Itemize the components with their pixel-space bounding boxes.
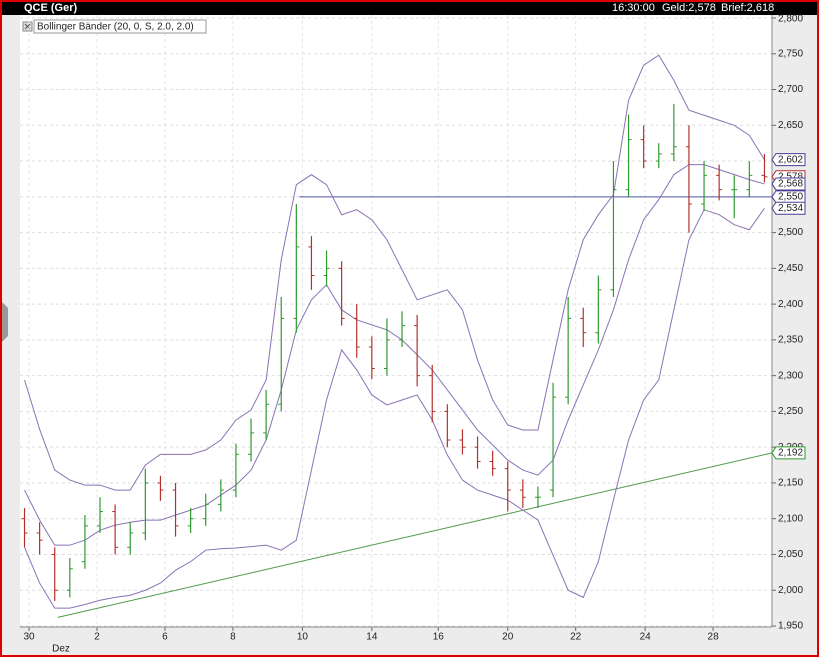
x-tick-label: 2 bbox=[94, 632, 100, 643]
info-time: 16:30:00 bbox=[612, 2, 655, 14]
chart-title: QCE (Ger) bbox=[24, 2, 78, 14]
x-tick-label: 14 bbox=[366, 632, 378, 643]
x-tick-label: 20 bbox=[502, 632, 514, 643]
marker-label: 2,534 bbox=[778, 203, 803, 214]
y-tick-label: 2,150 bbox=[778, 478, 803, 489]
marker-label: 2,568 bbox=[778, 179, 803, 190]
x-tick-label: 24 bbox=[640, 632, 652, 643]
x-tick-label: 10 bbox=[297, 632, 309, 643]
y-tick-label: 2,400 bbox=[778, 299, 803, 310]
bollinger-middle bbox=[24, 164, 765, 546]
y-tick-label: 2,800 bbox=[778, 14, 803, 25]
y-tick-label: 2,750 bbox=[778, 48, 803, 59]
y-tick-label: 2,350 bbox=[778, 335, 803, 346]
y-tick-label: 2,300 bbox=[778, 370, 803, 381]
bollinger-upper bbox=[24, 54, 765, 491]
x-tick-label: 30 bbox=[23, 632, 35, 643]
header-bar bbox=[0, 0, 819, 15]
plot: 1,9502,0002,0502,1002,1502,2002,2502,300… bbox=[20, 14, 806, 655]
marker-label: 2,578 bbox=[778, 171, 803, 182]
x-tick-label: 6 bbox=[162, 632, 168, 643]
info-bid: Geld:2,578 bbox=[662, 2, 716, 14]
y-tick-label: 2,650 bbox=[778, 120, 803, 131]
legend-box bbox=[33, 19, 207, 34]
marker-label: 2,192 bbox=[778, 448, 803, 459]
marker-box bbox=[771, 201, 806, 215]
y-tick-label: 2,700 bbox=[778, 84, 803, 95]
marker-box bbox=[771, 190, 806, 204]
plot-area bbox=[20, 15, 772, 627]
y-tick-label: 2,050 bbox=[778, 549, 803, 560]
legend-label: Bollinger Bänder (20, 0, S, 2.0, 2.0) bbox=[37, 22, 194, 33]
x-tick-label: 8 bbox=[230, 632, 236, 643]
marker-box bbox=[771, 153, 806, 167]
y-tick-label: 2,500 bbox=[778, 227, 803, 238]
marker-label: 2,550 bbox=[778, 191, 803, 202]
x-tick-label: 16 bbox=[433, 632, 445, 643]
y-tick-label: 1,950 bbox=[778, 621, 803, 632]
y-tick-label: 2,000 bbox=[778, 585, 803, 596]
y-tick-label: 2,100 bbox=[778, 513, 803, 524]
y-tick-label: 2,450 bbox=[778, 263, 803, 274]
marker-box bbox=[771, 446, 806, 460]
info-ask: Brief:2,618 bbox=[721, 2, 774, 14]
marker-label: 2,602 bbox=[778, 154, 803, 165]
bollinger-lower bbox=[24, 207, 765, 609]
month-label: Dez bbox=[52, 644, 70, 655]
trendline bbox=[57, 452, 773, 618]
y-tick-label: 2,250 bbox=[778, 406, 803, 417]
x-tick-label: 22 bbox=[570, 632, 582, 643]
marker-box bbox=[771, 177, 806, 191]
x-tick-label: 28 bbox=[708, 632, 720, 643]
